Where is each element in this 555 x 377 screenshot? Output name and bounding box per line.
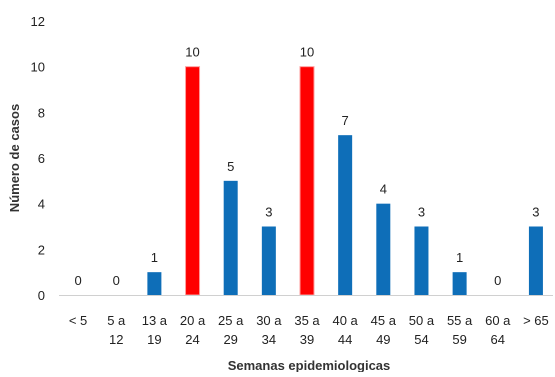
data-label: 4 — [380, 182, 387, 197]
y-tick-label: 6 — [38, 151, 45, 166]
bar — [299, 66, 315, 296]
x-tick-label: < 5 — [69, 313, 87, 328]
x-axis-title: Semanas epidemiologicas — [228, 358, 391, 372]
bar — [528, 226, 543, 295]
data-label: 1 — [456, 250, 463, 265]
y-tick-label: 0 — [38, 288, 45, 303]
data-label: 10 — [300, 45, 314, 60]
data-label: 10 — [185, 45, 199, 60]
data-label: 5 — [227, 159, 234, 174]
y-tick-label: 10 — [31, 60, 45, 75]
data-label: 3 — [532, 205, 539, 220]
bar — [147, 272, 162, 295]
bar — [338, 135, 353, 295]
y-axis-title: Número de casos — [7, 104, 22, 212]
data-label: 3 — [265, 205, 272, 220]
x-tick-label: 40 a 44 — [332, 313, 358, 347]
x-tick-label: 5 a 12 — [107, 313, 126, 347]
y-tick-label: 12 — [31, 14, 45, 29]
y-tick-label: 2 — [38, 242, 45, 257]
bar — [452, 272, 467, 295]
bar — [261, 226, 276, 295]
bar — [185, 66, 201, 296]
data-label: 3 — [418, 205, 425, 220]
x-tick-label: 13 a 19 — [142, 313, 168, 347]
x-tick-label: 55 a 59 — [447, 313, 473, 347]
data-label: 0 — [74, 273, 81, 288]
y-tick-label: 4 — [38, 197, 45, 212]
x-tick-label: 25 a 29 — [218, 313, 244, 347]
x-tick-label: 20 a 24 — [180, 313, 206, 347]
x-tick-label: 35 a 39 — [294, 313, 320, 347]
bar — [414, 226, 429, 295]
x-tick-label: 30 a 34 — [256, 313, 282, 347]
x-tick-label: 45 a 49 — [371, 313, 397, 347]
bar-series — [147, 66, 543, 296]
data-label: 7 — [342, 113, 349, 128]
y-tick-label: 8 — [38, 105, 45, 120]
x-tick-label: 50 a 54 — [409, 313, 435, 347]
data-label: 0 — [113, 273, 120, 288]
data-label: 0 — [494, 273, 501, 288]
y-axis-ticks: 0 2 4 6 8 10 12 — [31, 14, 45, 303]
data-label: 1 — [151, 250, 158, 265]
bar — [376, 203, 391, 295]
bar — [223, 180, 238, 295]
x-tick-label: 60 a 64 — [485, 313, 511, 347]
x-axis-ticks: < 5 5 a 12 13 a 19 20 a 24 25 a 29 30 a 34 35 a 39 40… — [69, 313, 549, 347]
x-tick-label: > 65 — [523, 313, 549, 328]
